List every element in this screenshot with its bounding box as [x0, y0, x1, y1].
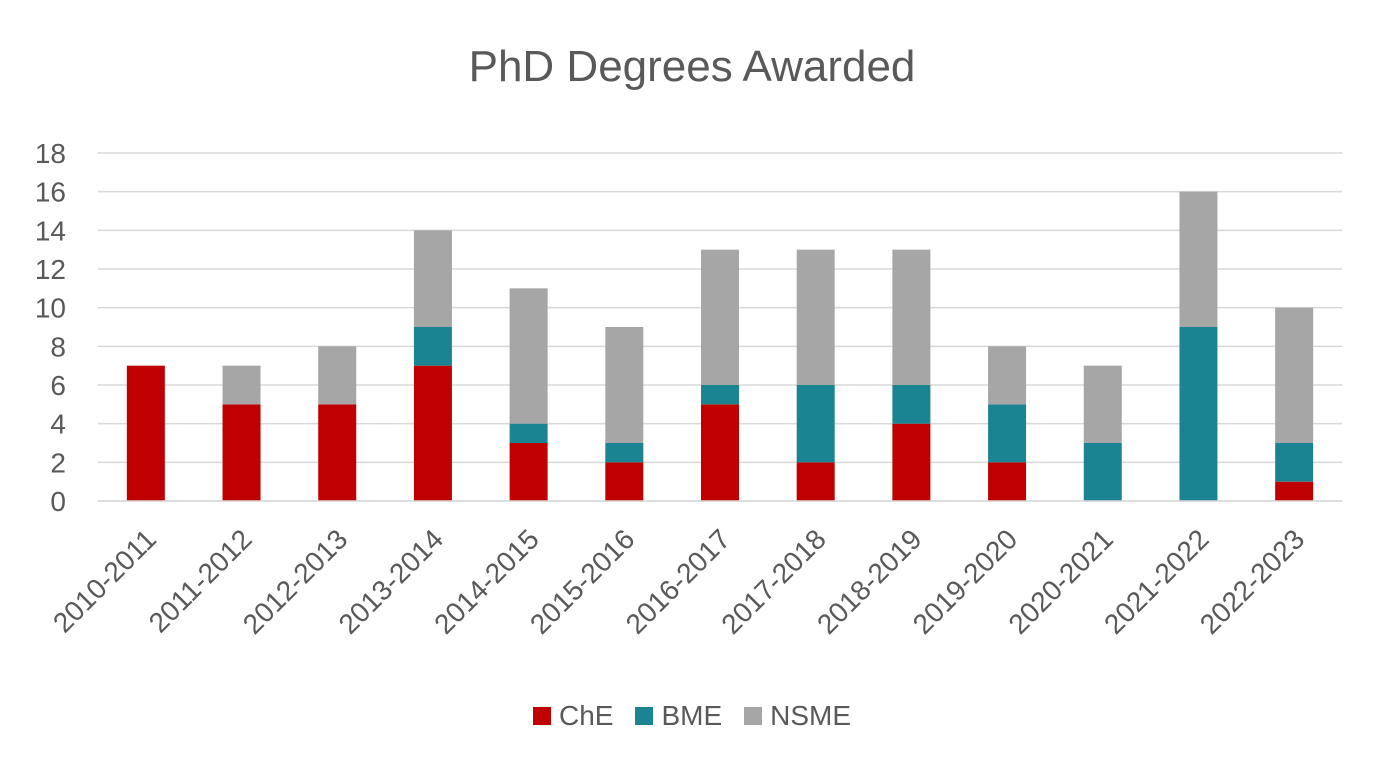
bar-nsme — [509, 288, 548, 424]
y-tick-label: 14 — [35, 215, 66, 246]
bar-nsme — [892, 249, 931, 385]
legend-item-che: ChE — [532, 700, 614, 732]
bar-che — [318, 404, 357, 501]
legend-label: ChE — [558, 700, 614, 731]
bar-nsme — [1275, 307, 1314, 443]
chart-title: PhD Degrees Awarded — [468, 42, 916, 91]
bar-che — [509, 443, 548, 501]
bar-bme — [988, 404, 1027, 463]
legend-swatch — [532, 707, 551, 725]
bar-bme — [509, 423, 548, 443]
bar-bme — [413, 327, 452, 366]
bar-nsme — [988, 346, 1027, 405]
bar-nsme — [413, 230, 452, 327]
bar-che — [892, 423, 931, 501]
legend-swatch — [635, 707, 654, 725]
y-tick-label: 18 — [35, 138, 66, 169]
bar-che — [988, 462, 1027, 501]
y-tick-label: 12 — [35, 254, 66, 285]
x-tick-label: 2022-2023 — [1194, 523, 1311, 640]
bar-che — [701, 404, 739, 501]
bar-bme — [796, 385, 835, 463]
legend-swatch — [744, 707, 763, 725]
legend-label: BME — [661, 700, 723, 731]
y-tick-label: 16 — [35, 177, 66, 208]
y-tick-label: 10 — [35, 293, 66, 324]
bar-che — [126, 365, 165, 501]
bar-che — [222, 404, 261, 501]
bar-bme — [1083, 443, 1122, 501]
bar-bme — [1275, 443, 1314, 482]
y-tick-label: 2 — [50, 447, 66, 478]
bar-bme — [892, 385, 931, 424]
x-tick-label: 2010-2011 — [47, 523, 162, 638]
bar-nsme — [796, 249, 835, 385]
legend: ChE BME NSME — [0, 700, 1384, 732]
bar-bme — [701, 385, 739, 405]
bar-nsme — [1179, 191, 1218, 327]
y-tick-label: 4 — [50, 409, 66, 440]
bar-che — [605, 462, 644, 501]
y-tick-label: 8 — [50, 331, 66, 362]
legend-label: NSME — [770, 700, 852, 731]
legend-item-bme: BME — [635, 700, 722, 732]
bar-bme — [1179, 327, 1218, 501]
y-tick-label: 6 — [50, 370, 66, 401]
bar-bme — [605, 443, 644, 463]
bar-nsme — [222, 365, 261, 405]
bar-nsme — [318, 346, 357, 405]
bar-che — [1275, 481, 1314, 501]
bar-nsme — [1083, 365, 1122, 443]
y-tick-label: 0 — [50, 486, 66, 517]
bar-nsme — [701, 249, 739, 385]
bar-che — [413, 365, 452, 501]
bar-che — [796, 462, 835, 501]
legend-item-nsme: NSME — [744, 700, 851, 732]
bar-nsme — [605, 327, 644, 443]
